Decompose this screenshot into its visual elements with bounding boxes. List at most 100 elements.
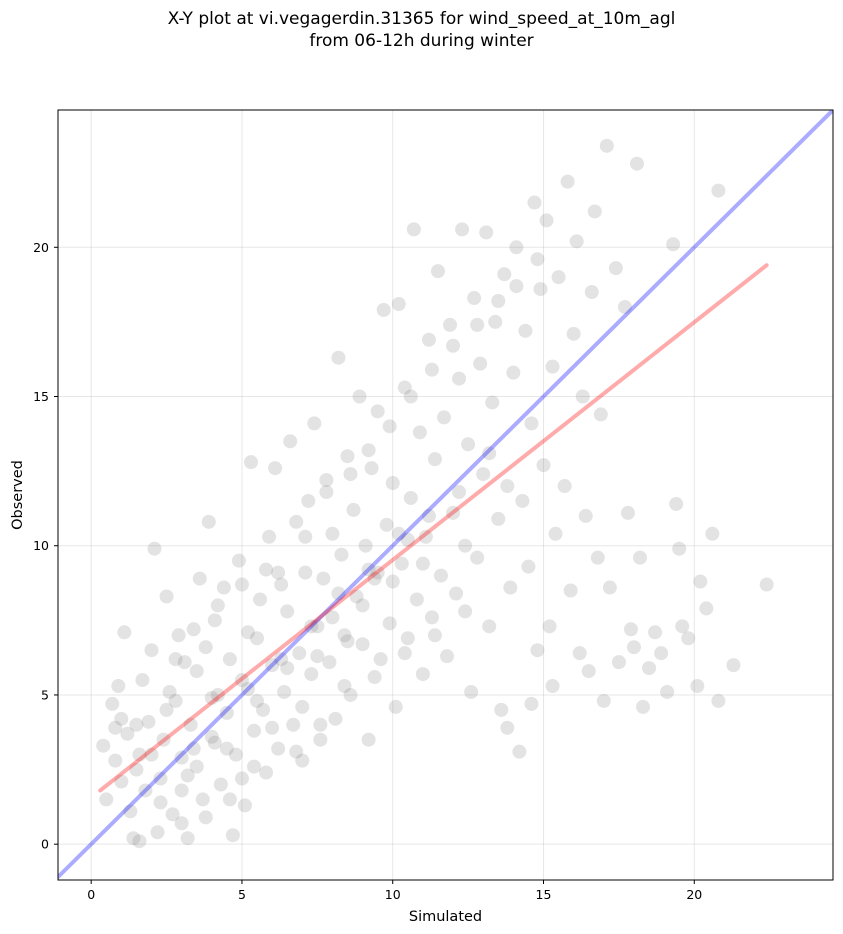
- data-point: [138, 783, 153, 798]
- data-point: [617, 299, 632, 314]
- data-point: [210, 598, 225, 613]
- data-point: [542, 619, 557, 634]
- data-point: [234, 771, 249, 786]
- chart-title: X-Y plot at vi.vegagerdin.31365 for wind…: [0, 8, 843, 52]
- data-point: [572, 646, 587, 661]
- data-point: [144, 643, 159, 658]
- data-point: [126, 831, 141, 846]
- data-point: [153, 771, 168, 786]
- data-point: [247, 759, 262, 774]
- data-point: [629, 156, 644, 171]
- data-point: [397, 380, 412, 395]
- data-point: [421, 332, 436, 347]
- data-point: [370, 565, 385, 580]
- data-point: [259, 765, 274, 780]
- data-point: [174, 816, 189, 831]
- data-point: [403, 389, 418, 404]
- data-point: [391, 526, 406, 541]
- data-point: [569, 234, 584, 249]
- data-point: [623, 622, 638, 637]
- data-point: [424, 362, 439, 377]
- data-point: [280, 661, 295, 676]
- data-point: [385, 574, 400, 589]
- data-point: [171, 628, 186, 643]
- data-point: [482, 446, 497, 461]
- data-point: [132, 747, 147, 762]
- data-point: [96, 738, 111, 753]
- data-point: [479, 225, 494, 240]
- data-point: [452, 371, 467, 386]
- data-point: [418, 529, 433, 544]
- data-point: [705, 526, 720, 541]
- data-point: [759, 577, 774, 592]
- data-point: [485, 395, 500, 410]
- grid-lines: [58, 110, 833, 880]
- data-point: [563, 583, 578, 598]
- data-point: [153, 795, 168, 810]
- data-point: [557, 479, 572, 494]
- data-point: [165, 807, 180, 822]
- data-point: [711, 693, 726, 708]
- data-point: [551, 270, 566, 285]
- data-point: [298, 529, 313, 544]
- data-point: [355, 598, 370, 613]
- data-point: [274, 577, 289, 592]
- data-point: [488, 314, 503, 329]
- data-point: [482, 619, 497, 634]
- data-point: [123, 804, 138, 819]
- data-point: [256, 702, 271, 717]
- data-point: [337, 628, 352, 643]
- data-point: [403, 490, 418, 505]
- data-point: [195, 792, 210, 807]
- identity-line: [58, 110, 833, 880]
- data-point: [277, 684, 292, 699]
- data-point: [533, 282, 548, 297]
- data-point: [111, 679, 126, 694]
- data-point: [204, 729, 219, 744]
- data-point: [120, 726, 135, 741]
- data-point: [364, 461, 379, 476]
- data-point: [234, 673, 249, 688]
- data-point: [424, 610, 439, 625]
- data-point: [669, 496, 684, 511]
- data-point: [681, 631, 696, 646]
- data-point: [231, 553, 246, 568]
- data-point: [491, 294, 506, 309]
- data-point: [174, 783, 189, 798]
- data-point: [620, 505, 635, 520]
- data-point: [117, 625, 132, 640]
- data-point: [593, 407, 608, 422]
- data-point: [198, 640, 213, 655]
- data-point: [421, 508, 436, 523]
- data-point: [452, 485, 467, 500]
- data-point: [427, 452, 442, 467]
- data-point: [524, 696, 539, 711]
- data-point: [427, 628, 442, 643]
- data-point: [295, 699, 310, 714]
- data-point: [406, 222, 421, 237]
- data-point: [566, 326, 581, 341]
- plot-frame: [57, 109, 834, 881]
- data-point: [289, 744, 304, 759]
- data-point: [105, 696, 120, 711]
- data-point: [584, 285, 599, 300]
- data-point: [159, 589, 174, 604]
- data-point: [237, 798, 252, 813]
- data-point: [400, 631, 415, 646]
- data-point: [581, 664, 596, 679]
- data-point: [672, 541, 687, 556]
- data-point: [304, 619, 319, 634]
- data-point: [509, 279, 524, 294]
- data-point: [415, 667, 430, 682]
- data-point: [388, 699, 403, 714]
- data-point: [141, 714, 156, 729]
- data-point: [144, 747, 159, 762]
- data-point: [446, 505, 461, 520]
- data-point: [247, 723, 262, 738]
- data-point: [265, 658, 280, 673]
- data-point: [379, 517, 394, 532]
- fit-line: [98, 263, 769, 793]
- data-point: [397, 646, 412, 661]
- data-point: [596, 693, 611, 708]
